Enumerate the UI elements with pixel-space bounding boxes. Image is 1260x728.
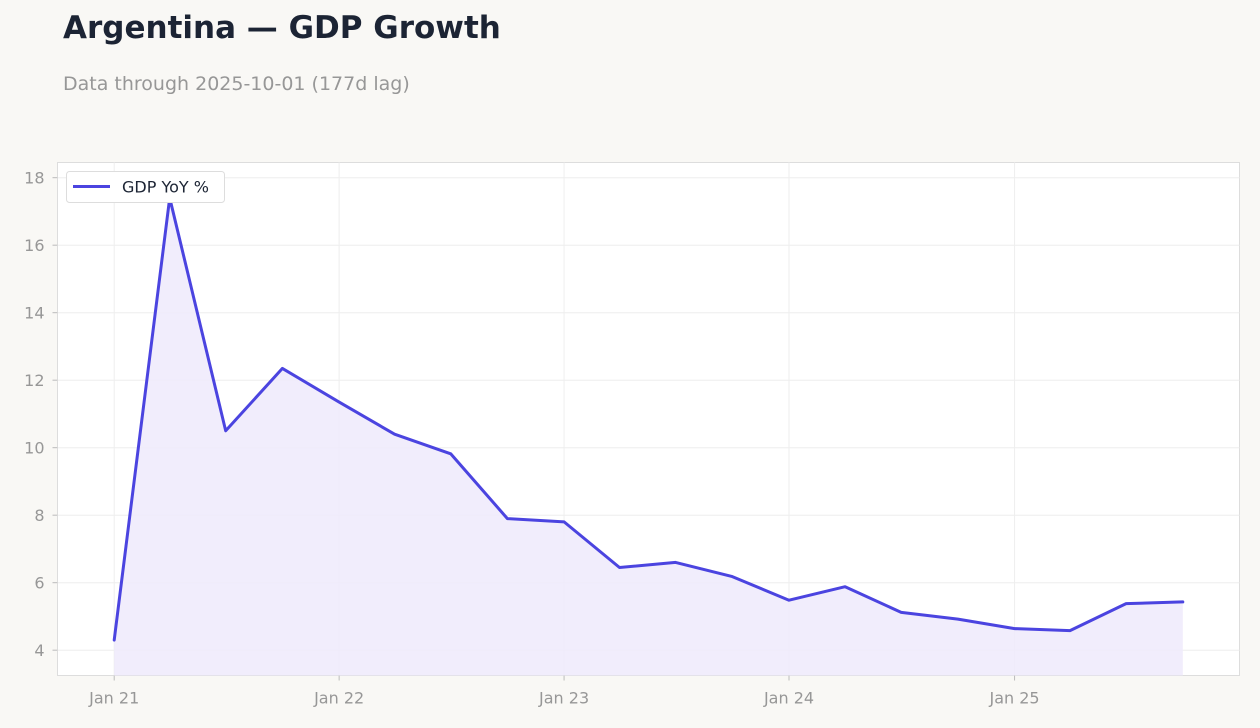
legend-box <box>66 171 225 203</box>
data-point <box>956 617 960 621</box>
data-point <box>674 560 678 564</box>
y-tick-label: 16 <box>24 236 44 255</box>
y-tick-label: 10 <box>24 439 44 458</box>
data-point <box>1181 600 1185 604</box>
y-tick-label: 18 <box>24 169 44 188</box>
x-tick-label: Jan 22 <box>313 689 364 708</box>
series-line-gdp-yoy <box>112 196 1185 642</box>
y-tick-label: 8 <box>34 506 44 525</box>
x-tick-label: Jan 24 <box>763 689 814 708</box>
legend: GDP YoY % <box>66 171 225 203</box>
data-point <box>393 432 397 436</box>
y-tick-label: 6 <box>34 574 44 593</box>
series-area-fill <box>114 197 1183 676</box>
data-point <box>1013 627 1017 631</box>
x-tick-label: Jan 23 <box>538 689 589 708</box>
data-point <box>224 429 228 433</box>
data-point <box>112 638 116 642</box>
x-tick-label: Jan 25 <box>989 689 1040 708</box>
data-point <box>787 598 791 602</box>
data-point <box>618 566 622 570</box>
data-point <box>1068 629 1072 633</box>
data-point <box>1124 602 1128 606</box>
y-tick-label: 14 <box>24 304 44 323</box>
data-point <box>280 366 284 370</box>
data-point <box>449 452 453 456</box>
data-point <box>899 610 903 614</box>
legend-label: GDP YoY % <box>122 178 209 197</box>
chart-title: Argentina — GDP Growth <box>63 10 501 46</box>
data-point <box>562 520 566 524</box>
data-point <box>843 585 847 589</box>
data-point <box>505 517 509 521</box>
x-tick-label: Jan 21 <box>88 689 139 708</box>
data-point <box>337 400 341 404</box>
y-tick-label: 4 <box>34 641 44 660</box>
data-point <box>730 575 734 579</box>
y-tick-label: 12 <box>24 371 44 390</box>
chart-subtitle: Data through 2025-10-01 (177d lag) <box>63 73 410 95</box>
